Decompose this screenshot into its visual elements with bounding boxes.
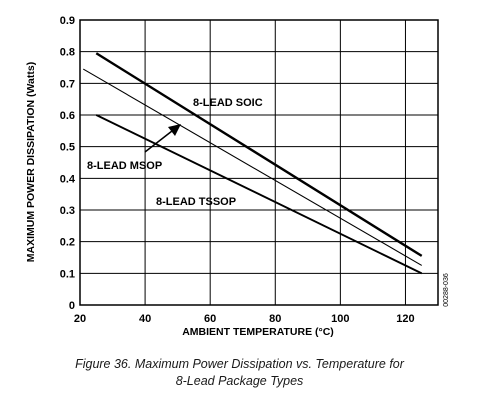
y-tick-label-0.9: 0.9 [60, 15, 75, 27]
x-tick-label-80: 80 [269, 313, 281, 325]
y-tick-label-0.1: 0.1 [60, 268, 75, 280]
series-lines [82, 52, 423, 275]
y-tick-label-0.8: 0.8 [60, 47, 75, 59]
y-tick-label-0.2: 0.2 [60, 237, 75, 249]
y-tick-label-0: 0 [69, 300, 75, 312]
series-line-1 [82, 68, 423, 266]
x-tick-label-120: 120 [396, 313, 414, 325]
x-tick-labels: 20 40 60 80 100 120 [74, 313, 415, 325]
series-line-2 [95, 114, 423, 275]
y-tick-label-0.5: 0.5 [60, 142, 75, 154]
x-tick-label-60: 60 [204, 313, 216, 325]
power-dissipation-chart: 20 40 60 80 100 120 0 0.1 0.2 0.3 0.4 0.5 0.6 0.7 0.8… [25, 15, 450, 338]
x-tick-label-100: 100 [331, 313, 349, 325]
plot-frame [79, 19, 439, 306]
y-tick-label-0.6: 0.6 [60, 110, 75, 122]
caption-line-2: 8-Lead Package Types [175, 374, 304, 388]
x-tick-label-20: 20 [74, 313, 86, 325]
grid [80, 20, 438, 305]
y-tick-label-0.4: 0.4 [60, 173, 76, 185]
series-label-tssop: 8-LEAD TSSOP [156, 196, 236, 208]
x-axis-title: AMBIENT TEMPERATURE (°C) [182, 326, 334, 338]
caption-line-1: Figure 36. Maximum Power Dissipation vs.… [75, 357, 404, 371]
series-line-0 [95, 52, 423, 257]
y-tick-label-0.7: 0.7 [60, 78, 75, 90]
y-tick-labels: 0 0.1 0.2 0.3 0.4 0.5 0.6 0.7 0.8 0.9 [60, 15, 76, 312]
msop-arrow [144, 124, 181, 153]
y-axis-title: MAXIMUM POWER DISSIPATION (Watts) [25, 62, 37, 262]
figure-caption: Figure 36. Maximum Power Dissipation vs.… [0, 356, 479, 390]
series-label-msop: 8-LEAD MSOP [87, 160, 162, 172]
x-tick-label-40: 40 [139, 313, 151, 325]
figure-id: 00288-036 [443, 273, 450, 307]
y-tick-label-0.3: 0.3 [60, 205, 75, 217]
series-label-soic: 8-LEAD SOIC [193, 97, 263, 109]
